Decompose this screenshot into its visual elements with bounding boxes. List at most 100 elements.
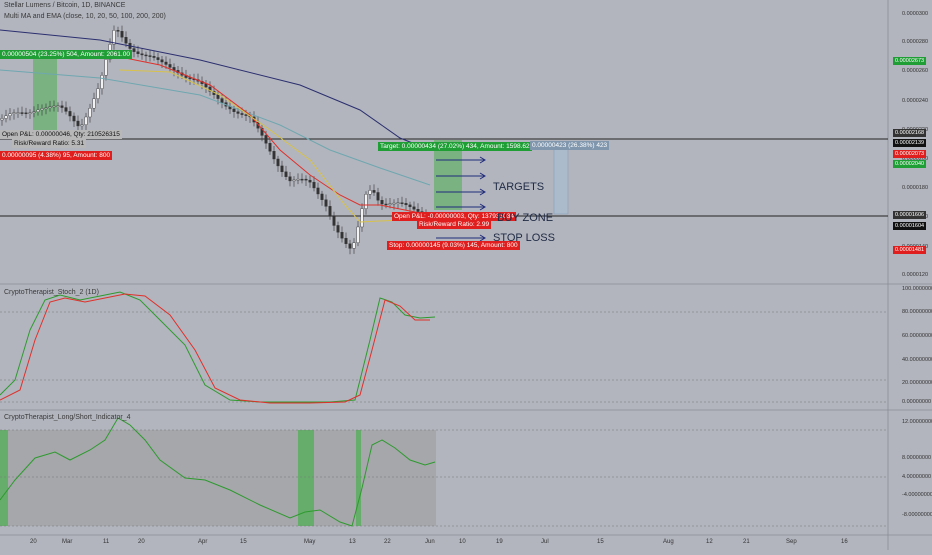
candle-body [236,111,240,114]
left-stop-tag[interactable]: 0.00000095 (4.38%) 95, Amount: 800 [0,151,113,160]
right-stop-tag[interactable]: Stop: 0.00000145 (9.03%) 145, Amount: 80… [387,241,520,250]
candle-body [48,106,52,109]
left-target-tag[interactable]: 0.00000504 (23.25%) 504, Amount: 2061.00 [0,50,132,59]
candle-body [104,59,108,76]
time-axis-label: 21 [743,539,750,545]
candle-body [12,112,16,114]
right-rr-tag: Risk/Reward Ratio: 2.99 [417,220,492,229]
candle-body [60,105,64,108]
time-axis-label: Sep [786,539,797,545]
stoch-axis-label: 100.00000000 [902,286,932,292]
candle-body [376,192,380,201]
candle-body [56,105,60,107]
candle-body [268,143,272,152]
candle-body [380,200,384,205]
price-tag: 0.00002139 [893,139,927,147]
moving-averages [0,29,431,223]
candle-body [76,120,80,127]
candle-body [320,193,324,200]
ls-axis-label: -8.00000000 [902,512,932,518]
candle-body [400,202,404,204]
entry-zone-left [33,58,57,138]
candle-body [152,56,156,58]
candle-body [324,199,328,207]
time-axis-label: 15 [597,539,604,545]
candle-body [148,55,152,57]
candle-body [392,202,396,205]
candle-body [92,98,96,109]
buy-zone-annotation[interactable]: BUY ZONE [497,212,554,224]
time-axis-label: May [304,539,316,545]
time-axis-label: 20 [138,539,145,545]
indicator-legend[interactable]: Multi MA and EMA (close, 10, 20, 50, 100… [4,13,166,20]
candle-body [156,57,160,60]
candle-body [168,64,172,68]
candle-body [20,112,24,114]
time-axis-label: 13 [349,539,356,545]
right-target-tag[interactable]: Target: 0.00000434 (27.02%) 434, Amount:… [378,142,532,151]
candle-body [28,112,32,114]
candle-body [164,61,168,65]
stoch-pane-title[interactable]: CryptoTherapist_Stoch_2 (1D) [4,289,99,296]
candle-body [36,109,40,112]
candle-body [408,204,412,208]
candle-body [116,30,120,32]
stoch-axis-label: 0.00000000 [902,399,932,405]
ls-pane-title[interactable]: CryptoTherapist_Long/Short_Indicator_4 [4,414,131,421]
ls-axis-label: 8.00000000 [902,455,932,461]
candle-body [300,178,304,181]
price-axis-label: 0.0000280 [902,39,928,45]
candle-body [344,237,348,244]
candle-body [160,59,164,63]
stop-loss-annotation[interactable]: STOP LOSS [493,232,555,244]
time-axis-label: Jul [541,539,549,545]
candle-body [8,113,12,116]
measure-tag[interactable]: 0.00000423 (26.38%) 423 [530,141,610,150]
candle-body [52,105,56,108]
candle-body [64,107,68,112]
left-rr-tag: Risk/Reward Ratio: 5.31 [12,139,87,148]
price-tag: 0.00001604 [893,222,927,230]
time-axis-label: Jun [425,539,435,545]
candle-body [304,178,308,181]
right-entry-tag[interactable]: Open P&L: -0.00000003, Qty: 137931034 [392,212,516,221]
candle-body [136,51,140,54]
candle-body [292,179,296,182]
time-axis-label: 11 [103,539,110,545]
candle-body [308,179,312,183]
candle-body [348,243,352,249]
time-axis-label: Apr [198,539,208,545]
candle-body [372,190,376,193]
time-axis-label: 22 [384,539,391,545]
candle-body [284,171,288,177]
left-entry-tag[interactable]: Open P&L: 0.00000046, Qty: 210526315 [0,130,122,139]
candle-body [296,178,300,181]
candle-body [360,208,364,228]
price-tag: 0.00002073 [893,150,927,158]
candle-body [40,108,44,111]
candle-body [32,111,36,113]
candle-body [140,53,144,56]
candle-body [120,31,124,38]
candle-body [276,158,280,167]
candle-body [340,232,344,239]
candle-body [396,202,400,204]
target-zone-right [434,140,462,210]
stoch-axis-label: 60.00000000 [902,333,932,339]
candle-body [124,37,128,44]
moving-average-line [0,69,431,186]
time-axis-label: Aug [663,539,674,545]
candle-body [240,113,244,115]
long-short-pane [0,417,888,527]
targets-annotation[interactable]: TARGETS [493,181,545,193]
candle-body [388,203,392,205]
candle-body [88,108,92,118]
price-tag: 0.00002168 [893,129,927,137]
candle-body [280,165,284,173]
stoch-pane [0,291,888,404]
price-axis-label: 0.0000240 [902,98,928,104]
time-axis-label: 19 [496,539,503,545]
candle-body [216,94,220,99]
